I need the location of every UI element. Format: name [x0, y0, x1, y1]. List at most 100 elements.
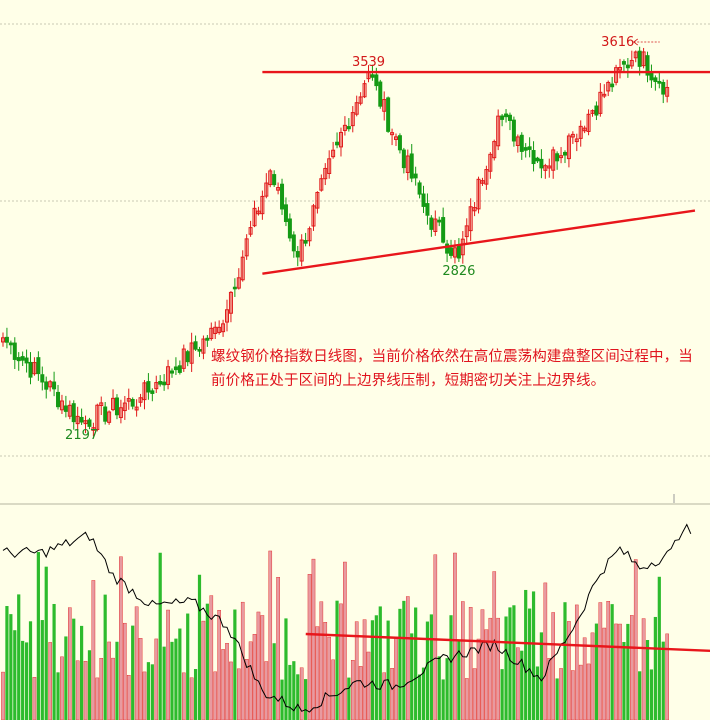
- volume-bar: [272, 643, 276, 720]
- candle-body: [181, 348, 186, 369]
- candle: [295, 246, 300, 267]
- candle-body: [40, 374, 45, 383]
- volume-bar: [370, 620, 375, 720]
- candle-body: [193, 341, 198, 350]
- candle-body: [32, 362, 37, 375]
- candle: [382, 91, 387, 121]
- candle: [197, 346, 202, 357]
- price-label-3539: 3539: [352, 55, 385, 70]
- candle-body: [126, 398, 131, 402]
- candle: [425, 193, 430, 225]
- volume-bar: [331, 659, 335, 720]
- volume-bar: [649, 669, 654, 720]
- candle: [445, 239, 450, 262]
- candle: [476, 176, 481, 214]
- candle-body: [331, 149, 336, 158]
- candle: [559, 147, 564, 164]
- candle: [146, 373, 151, 400]
- candle-body: [598, 91, 603, 114]
- candle: [283, 197, 288, 227]
- candle: [44, 376, 49, 399]
- candle-body: [315, 191, 320, 209]
- candle: [87, 417, 92, 430]
- volume-bar: [280, 679, 284, 720]
- candle: [319, 174, 324, 192]
- candle: [539, 149, 544, 179]
- candle-body: [130, 398, 135, 407]
- candle-body: [500, 115, 505, 120]
- volume-bar: [186, 613, 190, 720]
- candle-body: [653, 77, 658, 83]
- volume-bar: [189, 677, 194, 720]
- candle-body: [291, 234, 296, 252]
- volume-bar: [378, 606, 382, 720]
- arrow-head: [633, 38, 638, 46]
- volume-bar: [508, 607, 512, 720]
- volume-bar: [661, 641, 665, 720]
- volume-bar: [461, 601, 465, 720]
- candle-body: [283, 204, 288, 222]
- candle-body: [594, 105, 599, 116]
- volume-bar: [123, 622, 127, 720]
- candle-body: [590, 110, 595, 114]
- candle: [103, 402, 108, 425]
- volume-bar: [311, 558, 316, 720]
- candle: [511, 116, 516, 147]
- candle-body: [95, 404, 100, 430]
- candle: [515, 134, 520, 153]
- candle-body: [75, 415, 80, 425]
- candle: [449, 239, 454, 259]
- candle: [150, 388, 155, 402]
- volume-bar: [516, 647, 520, 720]
- candle-body: [460, 238, 465, 256]
- candle: [665, 79, 670, 103]
- candle: [504, 109, 509, 123]
- candle: [441, 207, 446, 244]
- volume-bar: [21, 640, 25, 720]
- candle-body: [240, 256, 245, 281]
- volume-bar: [319, 601, 324, 720]
- candle-body: [504, 113, 509, 118]
- candle: [401, 147, 406, 174]
- volume-bar: [633, 559, 638, 720]
- candle: [484, 165, 489, 190]
- candle-body: [437, 219, 442, 223]
- volume-bar: [256, 611, 261, 720]
- volume-bar: [111, 657, 115, 720]
- volume-bar: [80, 625, 84, 720]
- candle: [346, 118, 351, 132]
- volume-bar: [425, 621, 430, 720]
- candle-body: [559, 155, 564, 159]
- candle-body: [217, 326, 222, 333]
- indicator-line: [2, 523, 692, 713]
- volume-bar: [83, 661, 88, 720]
- candle-body: [358, 96, 363, 104]
- volume-bar: [398, 608, 402, 720]
- candle: [653, 75, 658, 91]
- volume-bar: [512, 605, 516, 720]
- candle-body: [185, 351, 190, 363]
- candle-body: [645, 55, 650, 76]
- candle: [221, 319, 226, 337]
- candle: [228, 291, 233, 323]
- candle: [248, 220, 253, 237]
- volume-bar: [358, 666, 363, 720]
- candle-body: [83, 420, 88, 425]
- candle-body: [649, 72, 654, 81]
- candle-body: [484, 169, 489, 185]
- candle-body: [401, 149, 406, 169]
- candle: [12, 337, 17, 370]
- candle-body: [71, 403, 76, 423]
- candle: [496, 109, 501, 151]
- volume-bar: [641, 618, 646, 720]
- candle-body: [260, 195, 265, 215]
- volume-bar: [28, 621, 33, 720]
- candle-body: [319, 178, 324, 191]
- candle-body: [56, 391, 61, 408]
- candle: [488, 152, 493, 179]
- candle: [519, 132, 524, 160]
- volume-bar: [343, 561, 347, 720]
- volume-bar: [347, 677, 351, 720]
- volume-bar: [213, 671, 218, 720]
